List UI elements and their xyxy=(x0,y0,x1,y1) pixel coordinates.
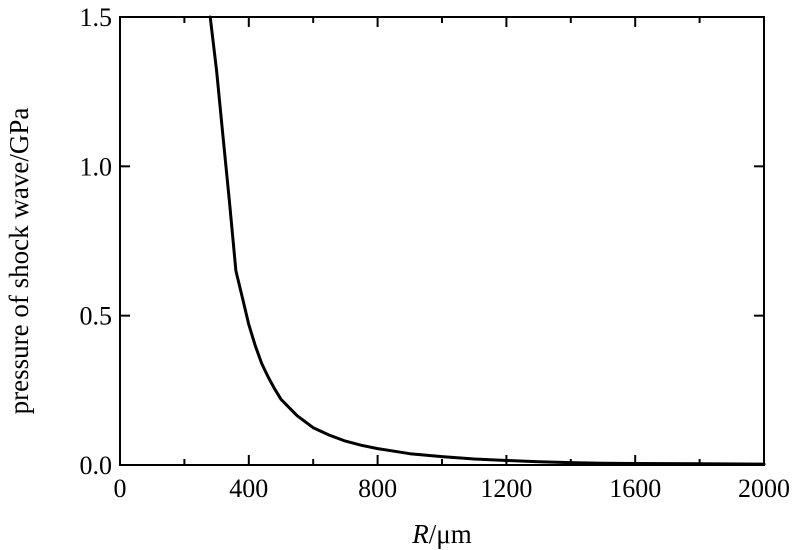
y-tick-label: 0.5 xyxy=(80,302,113,331)
series-line xyxy=(208,15,766,466)
y-tick-label: 0.0 xyxy=(80,451,113,480)
x-tick-label: 1200 xyxy=(480,474,532,503)
x-tick-label: 400 xyxy=(229,474,268,503)
x-tick-label: 0 xyxy=(114,474,127,503)
x-axis-label: R/μm xyxy=(411,519,471,549)
x-tick-label: 1600 xyxy=(609,474,661,503)
tick-labels: 0 400 800 1200 1600 2000 0.0 0.5 1.0 1.5 xyxy=(80,3,791,503)
x-axis-label-unit: /μm xyxy=(429,519,472,549)
y-axis-label: pressure of shock wave/GPa xyxy=(4,108,34,415)
x-tick-label: 800 xyxy=(358,474,397,503)
x-tick-label: 2000 xyxy=(738,474,790,503)
x-axis-label-italic: R xyxy=(411,519,429,549)
y-tick-label: 1.5 xyxy=(80,3,113,32)
y-tick-label: 1.0 xyxy=(80,152,113,181)
